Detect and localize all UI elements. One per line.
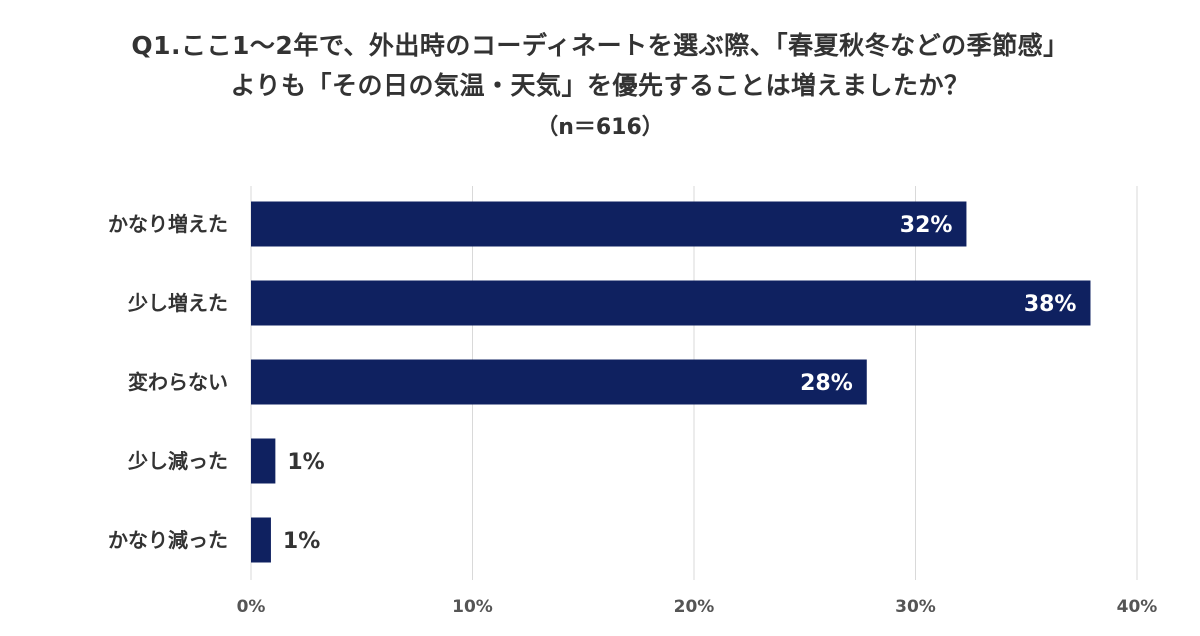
- bar-1: [251, 201, 967, 247]
- bar-4: [251, 438, 276, 484]
- bar-layer: [251, 201, 1091, 563]
- grid-layer: [250, 186, 1138, 580]
- data-label-3: 28%: [800, 371, 853, 396]
- bar-3: [251, 359, 867, 405]
- bar-2: [251, 280, 1091, 326]
- chart-title-block: Q1.ここ1〜2年で、外出時のコーディネートを選ぶ際、「春夏秋冬などの季節感」 …: [0, 26, 1200, 146]
- data-label-1: 32%: [900, 213, 953, 238]
- category-label-1: かなり増えた: [108, 212, 228, 236]
- x-tick-label-10: 10%: [452, 597, 493, 617]
- category-label-2: 少し増えた: [127, 291, 228, 315]
- category-label-5: かなり減った: [108, 528, 228, 552]
- x-tick-label-20: 20%: [674, 597, 715, 617]
- label-layer: 0% 10% 20% 30% 40% かなり増えた 32% 少し増えた 38% 変わらない 28% 少…: [108, 212, 1157, 617]
- sample-size-subtitle: （n＝616）: [536, 115, 664, 140]
- x-tick-label-30: 30%: [895, 597, 936, 617]
- chart-title-line-1: Q1.ここ1〜2年で、外出時のコーディネートを選ぶ際、「春夏秋冬などの季節感」: [131, 31, 1069, 60]
- chart-title-line-2: よりも「その日の気温・天気」を優先することは増えましたか？: [230, 71, 970, 100]
- x-tick-label-40: 40%: [1117, 597, 1158, 617]
- data-label-5: 1%: [283, 529, 320, 554]
- data-label-4: 1%: [287, 450, 324, 475]
- category-label-3: 変わらない: [128, 370, 228, 394]
- x-tick-label-0: 0%: [237, 597, 266, 617]
- category-label-4: 少し減った: [127, 449, 228, 473]
- bar-5: [251, 517, 271, 563]
- data-label-2: 38%: [1024, 292, 1077, 317]
